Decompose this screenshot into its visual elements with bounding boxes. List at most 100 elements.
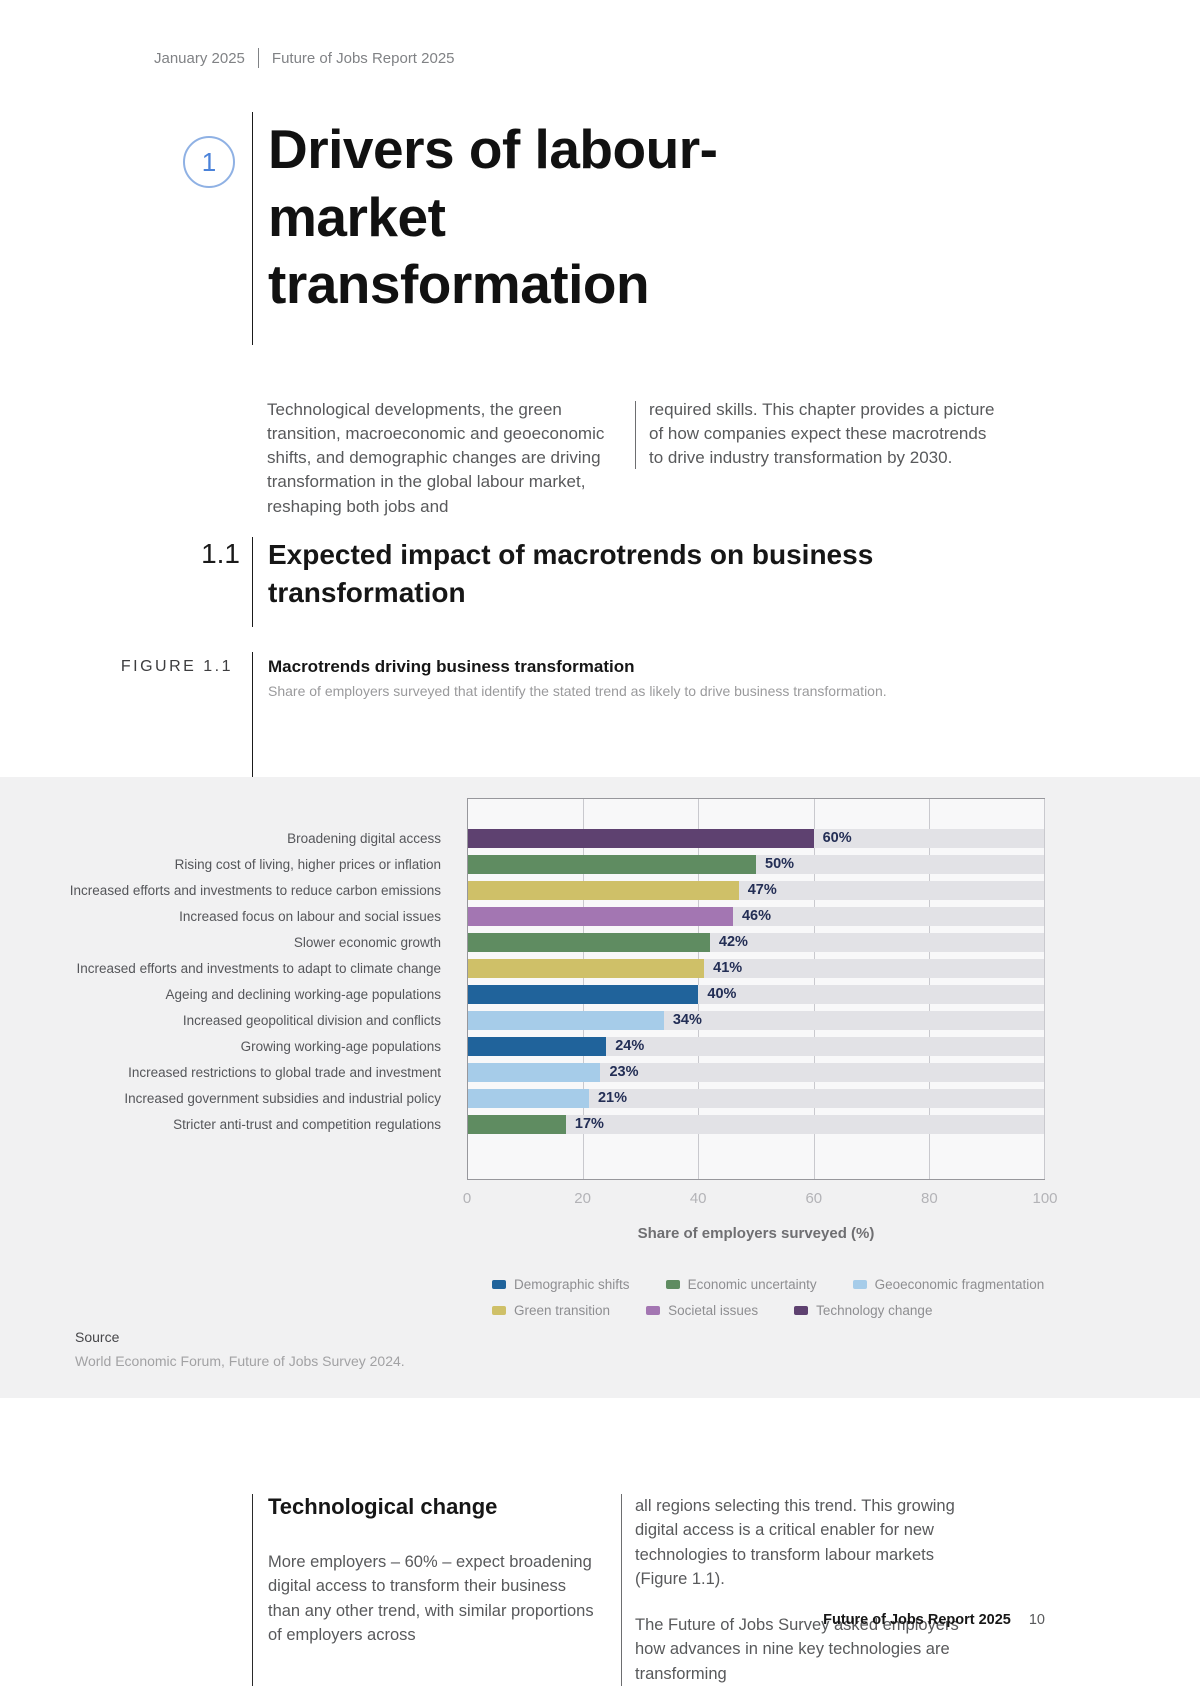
bar-row: 34% xyxy=(468,1007,1044,1033)
gridline-100 xyxy=(1044,799,1045,1179)
x-tick-label: 80 xyxy=(921,1190,938,1207)
chart-panel: Broadening digital access Rising cost of … xyxy=(0,777,1200,1398)
bar-value-label: 42% xyxy=(718,934,748,950)
header-divider xyxy=(257,48,259,68)
bar-track: 23% xyxy=(468,1062,1044,1082)
bar-value-label: 41% xyxy=(713,960,743,976)
legend-item: Technology change xyxy=(794,1303,932,1318)
legend-row: Green transition Societal issues Technolog… xyxy=(492,1303,1044,1318)
legend-label: Technology change xyxy=(816,1303,933,1318)
section-title: Expected impact of macrotrends on busine… xyxy=(268,539,874,608)
category-label: Slower economic growth xyxy=(293,934,441,950)
category-label: Increased efforts and investments to red… xyxy=(69,882,441,898)
legend-swatch-icon xyxy=(852,1280,867,1289)
bar-track: 21% xyxy=(468,1088,1044,1108)
x-tick-label: 60 xyxy=(805,1190,823,1207)
bar-track: 47% xyxy=(468,880,1044,900)
category-label: Increased government subsidies and indus… xyxy=(124,1090,441,1106)
bar-track: 41% xyxy=(468,958,1044,978)
tech-section-heading: Technological change xyxy=(268,1494,498,1519)
section-rule xyxy=(252,537,253,627)
tech-column-2: all regions selecting this trend. This g… xyxy=(622,1494,990,1686)
category-label: Rising cost of living, higher prices or … xyxy=(174,856,441,872)
bar-row: 47% xyxy=(468,877,1044,903)
legend-item: Societal issues xyxy=(646,1303,758,1318)
tech-column-1: Technological change More employers – 60… xyxy=(253,1494,621,1686)
section-number: 1.1 xyxy=(201,538,240,569)
figure-title: Macrotrends driving business transformat… xyxy=(268,657,635,676)
bar-row: 41% xyxy=(468,955,1044,981)
bar xyxy=(468,828,814,848)
bar-track: 60% xyxy=(468,828,1044,848)
x-tick-label: 100 xyxy=(1032,1190,1058,1207)
legend-row: Demographic shifts Economic uncertainty Ge… xyxy=(492,1277,1044,1292)
bar xyxy=(468,1088,589,1108)
bar-row: 23% xyxy=(468,1059,1044,1085)
bar xyxy=(468,854,756,874)
bar-value-label: 24% xyxy=(615,1038,645,1054)
page-footer: Future of Jobs Report 2025 10 xyxy=(823,1612,1045,1628)
category-label: Increased geopolitical division and conf… xyxy=(182,1012,441,1028)
bar xyxy=(468,932,710,952)
legend-swatch-icon xyxy=(492,1306,506,1315)
legend-swatch-icon xyxy=(665,1280,680,1289)
footer-page-number: 10 xyxy=(1028,1612,1045,1628)
bar-row: 17% xyxy=(468,1111,1044,1137)
legend-swatch-icon xyxy=(794,1306,809,1315)
page-title: Drivers of labour-market transformation xyxy=(268,118,718,316)
x-tick-label: 40 xyxy=(689,1190,707,1207)
x-tick-label: 20 xyxy=(574,1190,591,1207)
tech-paragraph-1: More employers – 60% – expect broadening… xyxy=(268,1553,594,1644)
category-label: Broadening digital access xyxy=(287,830,441,846)
bar-row: 24% xyxy=(468,1033,1044,1059)
bar-value-label: 60% xyxy=(822,830,852,846)
bar xyxy=(468,880,739,900)
bar-value-label: 21% xyxy=(597,1090,627,1106)
bar-row: 40% xyxy=(468,981,1044,1007)
legend-label: Demographic shifts xyxy=(514,1277,630,1292)
bar-row: 21% xyxy=(468,1085,1044,1111)
technological-change-section: Technological change More employers – 60… xyxy=(252,1494,1042,1686)
bar xyxy=(468,906,733,926)
bar-row: 46% xyxy=(468,903,1044,929)
tech-paragraph-3: The Future of Jobs Survey asked employer… xyxy=(635,1616,959,1683)
figure-label: FIGURE 1.1 xyxy=(120,658,233,675)
bar-value-label: 17% xyxy=(574,1116,604,1132)
bar-track: 50% xyxy=(468,854,1044,874)
figure-rule xyxy=(252,652,253,777)
bar-value-label: 46% xyxy=(741,908,771,924)
source-label: Source xyxy=(75,1329,120,1345)
header-report-title: Future of Jobs Report 2025 xyxy=(271,49,455,67)
figure-subtitle: Share of employers surveyed that identif… xyxy=(268,683,887,699)
legend-label: Green transition xyxy=(514,1303,611,1318)
bar-row: 60% xyxy=(468,825,1044,851)
bar xyxy=(468,1114,566,1134)
tech-column-divider xyxy=(621,1494,622,1686)
bar xyxy=(468,1062,601,1082)
legend-label: Economic uncertainty xyxy=(687,1277,817,1292)
chart-plot: 60% 50% 47% 46% 42% 41% 40% 34% 24% 23% 21% 17% xyxy=(467,798,1045,1180)
category-label: Increased efforts and investments to ada… xyxy=(76,960,441,976)
category-label: Stricter anti-trust and competition regu… xyxy=(173,1116,441,1132)
bar xyxy=(468,958,705,978)
legend-swatch-icon xyxy=(646,1306,661,1315)
bar-row: 42% xyxy=(468,929,1044,955)
bar-track: 46% xyxy=(468,906,1044,926)
bar xyxy=(468,1010,664,1030)
category-label: Ageing and declining working-age populat… xyxy=(165,986,441,1002)
bar-track: 24% xyxy=(468,1036,1044,1056)
chapter-number-badge: 1 xyxy=(183,136,235,188)
bar-track: 34% xyxy=(468,1010,1044,1030)
bar-value-label: 47% xyxy=(747,882,777,898)
x-tick-label: 0 xyxy=(462,1190,472,1207)
category-label: Increased restrictions to global trade a… xyxy=(128,1064,441,1080)
chart-legend: Demographic shifts Economic uncertainty Ge… xyxy=(492,1277,1044,1318)
legend-item: Green transition xyxy=(492,1303,610,1318)
bar-value-label: 40% xyxy=(707,986,737,1002)
bar xyxy=(468,984,699,1004)
bar-track: 42% xyxy=(468,932,1044,952)
category-label: Growing working-age populations xyxy=(240,1038,441,1054)
x-axis-ticks: 0 20 40 60 80 100 xyxy=(463,1190,1058,1210)
chart-category-labels: Broadening digital access Rising cost of … xyxy=(0,798,467,1180)
category-label: Increased focus on labour and social iss… xyxy=(179,908,441,924)
